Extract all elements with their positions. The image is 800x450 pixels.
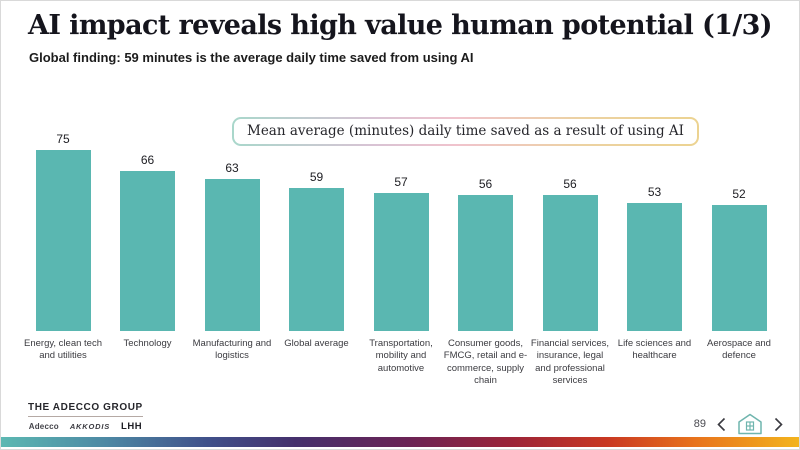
bar-column: 53 xyxy=(613,185,697,331)
bar-category-label: Energy, clean tech and utilities xyxy=(24,338,102,362)
adecco-logo: Adecco xyxy=(28,422,59,431)
bar-value-label: 63 xyxy=(225,160,239,175)
bar xyxy=(204,178,260,331)
bar-chart: 75 66 63 59 57 56 56 53 52 Energy, clean tech an… xyxy=(1,131,799,387)
chart-title-text: Mean average (minutes) daily time saved … xyxy=(234,119,697,144)
footer-branding: THE ADECCO GROUP Adecco AKKODIS LHH xyxy=(28,397,143,432)
bar-value-label: 53 xyxy=(647,184,662,199)
bar-category-label: Life sciences and healthcare xyxy=(617,338,692,362)
bar-category-label: Global average xyxy=(284,338,349,349)
bar-value-label: 66 xyxy=(140,153,155,168)
next-slide-button[interactable] xyxy=(774,417,783,432)
bar-column: 63 xyxy=(190,161,274,331)
bar-value-label: 59 xyxy=(309,170,324,185)
chevron-right-icon xyxy=(774,417,783,431)
chart-title-callout: Mean average (minutes) daily time saved … xyxy=(232,117,699,146)
bar-column: 75 xyxy=(21,131,105,331)
bar-category-label: Manufacturing and logistics xyxy=(192,338,272,362)
bar-category-label: Financial services, insurance, legal and… xyxy=(530,338,610,387)
bar xyxy=(289,188,344,331)
bar xyxy=(627,202,682,331)
bar xyxy=(458,195,513,331)
bar xyxy=(542,195,598,331)
bar-value-label: 57 xyxy=(394,175,408,190)
brand-logos: Adecco AKKODIS LHH xyxy=(28,421,143,432)
bar-value-label: 56 xyxy=(478,177,493,192)
bar-column: 59 xyxy=(275,170,359,331)
bar-category-label: Transportation, mobility and automotive xyxy=(369,338,433,374)
bar-category-label: Technology xyxy=(123,338,172,349)
bar xyxy=(373,193,429,331)
bars-row: 75 66 63 59 57 56 56 53 52 xyxy=(1,131,799,331)
category-labels-row: Energy, clean tech and utilities Technolo… xyxy=(1,338,799,387)
bar-column: 56 xyxy=(444,177,528,331)
bar xyxy=(711,205,767,331)
prev-slide-button[interactable] xyxy=(717,417,726,432)
bar-column: 66 xyxy=(106,153,190,331)
page-number: 89 xyxy=(693,418,706,430)
bar-column: 56 xyxy=(528,177,612,331)
slide-subtitle: Global finding: 59 minutes is the averag… xyxy=(29,50,474,65)
bar-category-label: Aerospace and defence xyxy=(707,338,771,362)
bar xyxy=(35,149,91,331)
bar-value-label: 52 xyxy=(732,187,746,202)
bar xyxy=(120,171,175,331)
slide-navigation: 89 xyxy=(694,413,783,435)
chevron-left-icon xyxy=(717,417,726,431)
bar-value-label: 56 xyxy=(563,177,577,192)
bar-column: 57 xyxy=(359,175,443,331)
bar-category-label: Consumer goods, FMCG, retail and e-comme… xyxy=(443,338,528,387)
home-icon xyxy=(738,413,762,435)
lhh-logo: LHH xyxy=(121,421,143,432)
company-logo: THE ADECCO GROUP xyxy=(28,402,143,417)
bar-value-label: 75 xyxy=(56,131,70,146)
bar-column: 52 xyxy=(697,187,781,331)
home-button[interactable] xyxy=(737,413,763,435)
akkodis-logo: AKKODIS xyxy=(69,422,111,431)
slide-title: AI impact reveals high value human poten… xyxy=(28,10,773,41)
bottom-gradient-bar xyxy=(1,437,799,447)
